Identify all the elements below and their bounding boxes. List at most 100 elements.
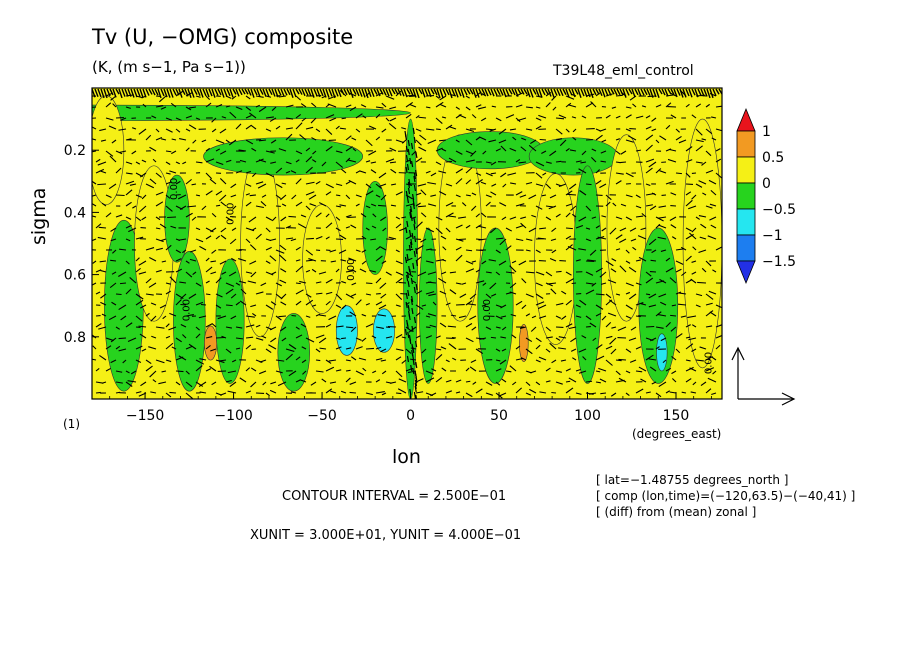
wind-vector: [635, 346, 642, 350]
wind-vector: [575, 304, 581, 308]
equator-vector-band: [413, 235, 417, 243]
top-vector-band: [667, 88, 672, 95]
wind-vector: [178, 238, 187, 241]
wind-vector: [658, 205, 667, 208]
wind-vector: [645, 167, 653, 174]
wind-vector: [118, 271, 127, 277]
wind-vector: [411, 216, 417, 219]
wind-vector: [175, 370, 184, 373]
wind-vector: [565, 271, 572, 276]
wind-vector: [447, 325, 457, 328]
wind-vector: [325, 183, 334, 189]
wind-vector: [600, 392, 607, 395]
heatmap-patch: [656, 333, 668, 372]
wind-vector: [590, 101, 597, 108]
wind-vector: [368, 125, 377, 130]
wind-vector: [425, 170, 431, 174]
wind-vector: [348, 257, 357, 262]
wind-vector: [495, 249, 501, 254]
wind-vector: [465, 224, 471, 229]
wind-vector: [225, 348, 232, 354]
wind-vector: [441, 367, 447, 372]
wind-vector: [595, 293, 605, 296]
wind-vector: [641, 105, 647, 108]
equator-vector-band: [409, 337, 412, 345]
wind-vector: [215, 103, 223, 108]
top-vector-band: [286, 88, 291, 96]
wind-vector: [375, 277, 382, 284]
wind-vector: [105, 150, 114, 157]
x-unit-label: (degrees_east): [632, 427, 722, 441]
heatmap-patch: [373, 308, 395, 353]
wind-vector: [625, 392, 630, 396]
wind-vector: [261, 335, 267, 339]
wind-vector: [578, 248, 587, 251]
wind-vector: [277, 381, 287, 387]
wind-vector: [699, 346, 707, 350]
wind-vector: [95, 391, 101, 394]
wind-vector: [245, 390, 251, 394]
wind-vector: [225, 105, 231, 108]
wind-vector: [405, 101, 414, 108]
wind-vector: [470, 205, 477, 211]
wind-vector: [340, 259, 347, 262]
wind-vector: [692, 381, 697, 386]
wind-vector: [98, 226, 107, 229]
wind-vector: [399, 227, 407, 232]
wind-vector: [315, 180, 321, 185]
equator-vector-band: [406, 253, 409, 261]
wind-vector: [615, 180, 622, 185]
wind-vector: [528, 194, 537, 200]
wind-vector: [118, 337, 127, 340]
wind-vector: [135, 299, 144, 306]
wind-vector: [535, 117, 542, 121]
wind-vector: [105, 337, 114, 342]
wind-vector: [455, 106, 461, 110]
wind-vector: [485, 271, 492, 274]
wind-vector: [375, 346, 382, 350]
wind-vector: [512, 136, 517, 141]
wind-vector: [671, 378, 677, 383]
wind-vector: [175, 337, 182, 343]
wind-vector: [645, 183, 651, 187]
wind-vector: [265, 392, 270, 397]
wind-vector: [401, 216, 407, 219]
wind-vector: [628, 337, 637, 342]
heatmap-patch: [173, 250, 206, 392]
wind-vector: [440, 346, 447, 350]
wind-vector: [648, 358, 657, 361]
wind-vector: [345, 347, 352, 350]
wind-vector: [335, 125, 340, 130]
wind-vector: [488, 139, 497, 143]
wind-vector: [535, 271, 545, 276]
wind-vector: [395, 249, 400, 253]
wind-vector: [510, 182, 517, 185]
wind-vector: [381, 370, 387, 375]
wind-vector: [515, 159, 521, 163]
top-vector-band: [445, 88, 450, 96]
wind-vector: [551, 391, 557, 394]
top-vector-band: [502, 88, 507, 98]
wind-vector: [92, 345, 97, 350]
wind-vector: [215, 190, 223, 196]
wind-vector: [129, 183, 137, 186]
wind-vector: [601, 215, 607, 218]
top-vector-band: [694, 88, 699, 98]
wind-vector: [428, 281, 437, 284]
wind-vector: [465, 179, 472, 185]
wind-vector: [409, 103, 417, 108]
top-vector-band: [421, 88, 426, 98]
top-vector-band: [388, 88, 393, 97]
wind-vector: [517, 117, 527, 122]
wind-vector: [195, 326, 200, 331]
wind-vector: [221, 335, 227, 339]
wind-vector: [185, 260, 190, 264]
top-vector-band: [250, 88, 255, 98]
wind-vector: [707, 377, 717, 383]
wind-vector: [281, 203, 287, 207]
wind-vector: [185, 212, 193, 218]
wind-vector: [438, 277, 447, 284]
wind-vector: [132, 127, 137, 130]
wind-vector: [250, 271, 257, 278]
wind-vector: [205, 368, 212, 372]
